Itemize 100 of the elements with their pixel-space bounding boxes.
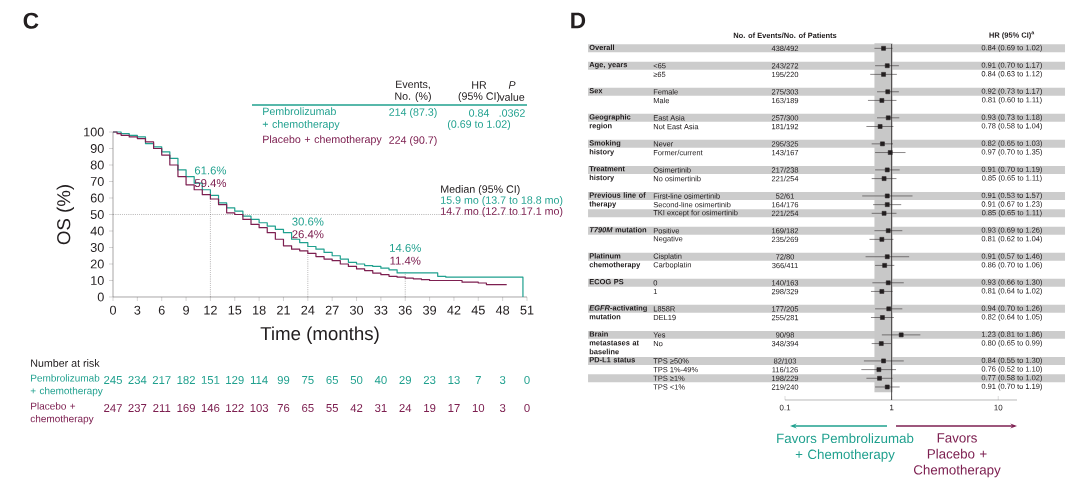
- text: 65: [326, 376, 339, 385]
- text: 0.84: [469, 109, 490, 117]
- chart-title: C: [23, 12, 39, 29]
- text: Number at risk: [31, 359, 100, 367]
- text: 17: [448, 404, 460, 412]
- text: 234: [128, 376, 147, 385]
- text: 129: [226, 376, 244, 385]
- x-axis-title: Time (months): [260, 326, 379, 344]
- x-tick-label: 48: [495, 305, 510, 315]
- point: [885, 280, 891, 286]
- point: [884, 167, 890, 173]
- text: 13: [448, 376, 460, 385]
- x-tick-label: 15: [228, 305, 242, 315]
- text: .0362: [499, 109, 525, 117]
- point: [884, 193, 890, 199]
- y-tick-label: 40: [90, 226, 104, 236]
- y-tick-label: 90: [90, 144, 104, 153]
- x-tick-label: 51: [520, 305, 534, 315]
- point: [881, 46, 886, 51]
- annotation: 11.4%: [390, 256, 421, 265]
- point: [884, 254, 890, 259]
- y-tick-label: 10: [91, 276, 104, 285]
- x-tick-label: 0.1: [779, 404, 791, 411]
- text: 245: [104, 376, 122, 385]
- text: 40: [374, 376, 387, 385]
- text: 169: [177, 404, 195, 412]
- annotation: 26.4%: [292, 230, 324, 239]
- point: [881, 72, 886, 77]
- text: 211: [153, 404, 171, 412]
- point: [879, 237, 885, 242]
- point: [876, 367, 882, 372]
- y-tick-label: 0: [97, 292, 104, 302]
- text: 23: [423, 376, 436, 385]
- text: 214 (87.3): [389, 108, 437, 118]
- text: Favors Placebo + Chemotherapy: [913, 433, 1001, 478]
- x-tick-label: 27: [325, 305, 339, 315]
- y-tick-label: 60: [90, 193, 104, 203]
- text: 247: [104, 404, 122, 412]
- point: [884, 63, 890, 68]
- point: [880, 315, 885, 320]
- x-tick-label: 9: [183, 305, 189, 315]
- point: [884, 384, 890, 390]
- point: [877, 124, 883, 129]
- text: Pembrolizumab + chemotherapy: [262, 107, 340, 131]
- y-tick-label: 70: [90, 177, 104, 186]
- point: [881, 211, 887, 216]
- text: Events,: [396, 80, 430, 90]
- x-tick-label: 3: [134, 305, 141, 315]
- x-tick-label: 36: [398, 305, 412, 315]
- text: 50: [350, 376, 363, 385]
- y-tick-label: 50: [90, 210, 104, 219]
- text: No. (%): [395, 92, 431, 102]
- text: HR: [472, 81, 487, 89]
- x-tick-label: 10: [994, 404, 1003, 411]
- text: 122: [226, 404, 244, 412]
- text: D: [571, 12, 586, 29]
- point: [881, 176, 887, 181]
- point: [879, 289, 885, 294]
- text: Placebo + chemotherapy: [30, 402, 94, 425]
- text: Pembrolizumab + chemotherapy: [30, 374, 103, 397]
- point: [877, 376, 882, 381]
- y-axis-title: OS (%): [56, 185, 75, 245]
- text: 75: [302, 376, 314, 384]
- x-tick-label: 30: [349, 305, 364, 315]
- text: 114: [250, 376, 268, 384]
- text: Favors Pembrolizumab + Chemotherapy: [777, 433, 914, 462]
- point: [879, 98, 885, 103]
- annotation: Median (95% CI): [441, 185, 520, 195]
- point: [885, 89, 891, 95]
- point: [887, 150, 893, 155]
- text: (95% CI): [458, 92, 500, 102]
- point: [879, 341, 884, 346]
- text: 19: [424, 404, 436, 412]
- x-tick-label: 6: [158, 305, 165, 315]
- x-tick-label: 42: [447, 305, 461, 315]
- x-tick-label: 45: [471, 305, 485, 315]
- text: 151: [201, 376, 220, 384]
- annotation: 30.6%: [292, 217, 324, 226]
- point: [885, 228, 891, 233]
- text: 217: [152, 376, 171, 384]
- y-tick-label: 80: [90, 160, 104, 170]
- text: 55: [326, 404, 339, 412]
- point: [884, 202, 890, 207]
- text: 29: [399, 376, 412, 385]
- text: 237: [128, 404, 147, 412]
- x-tick-label: 12: [204, 305, 217, 315]
- annotation: 59.4%: [194, 179, 227, 188]
- text: 3: [499, 376, 506, 385]
- text: 7: [475, 376, 481, 384]
- text: 0: [524, 376, 530, 385]
- point: [880, 141, 885, 147]
- text: 76: [277, 404, 290, 412]
- x-tick-label: 39: [423, 305, 437, 315]
- y-tick-label: 30: [90, 243, 104, 252]
- text: 182: [177, 376, 195, 385]
- text: P: [508, 81, 516, 89]
- x-tick-label: 33: [374, 305, 388, 315]
- annotation: 14.7 mo (12.7 to 17.1 mo): [441, 207, 563, 217]
- annotation: 224 (90.7): [389, 136, 437, 146]
- point: [882, 263, 887, 268]
